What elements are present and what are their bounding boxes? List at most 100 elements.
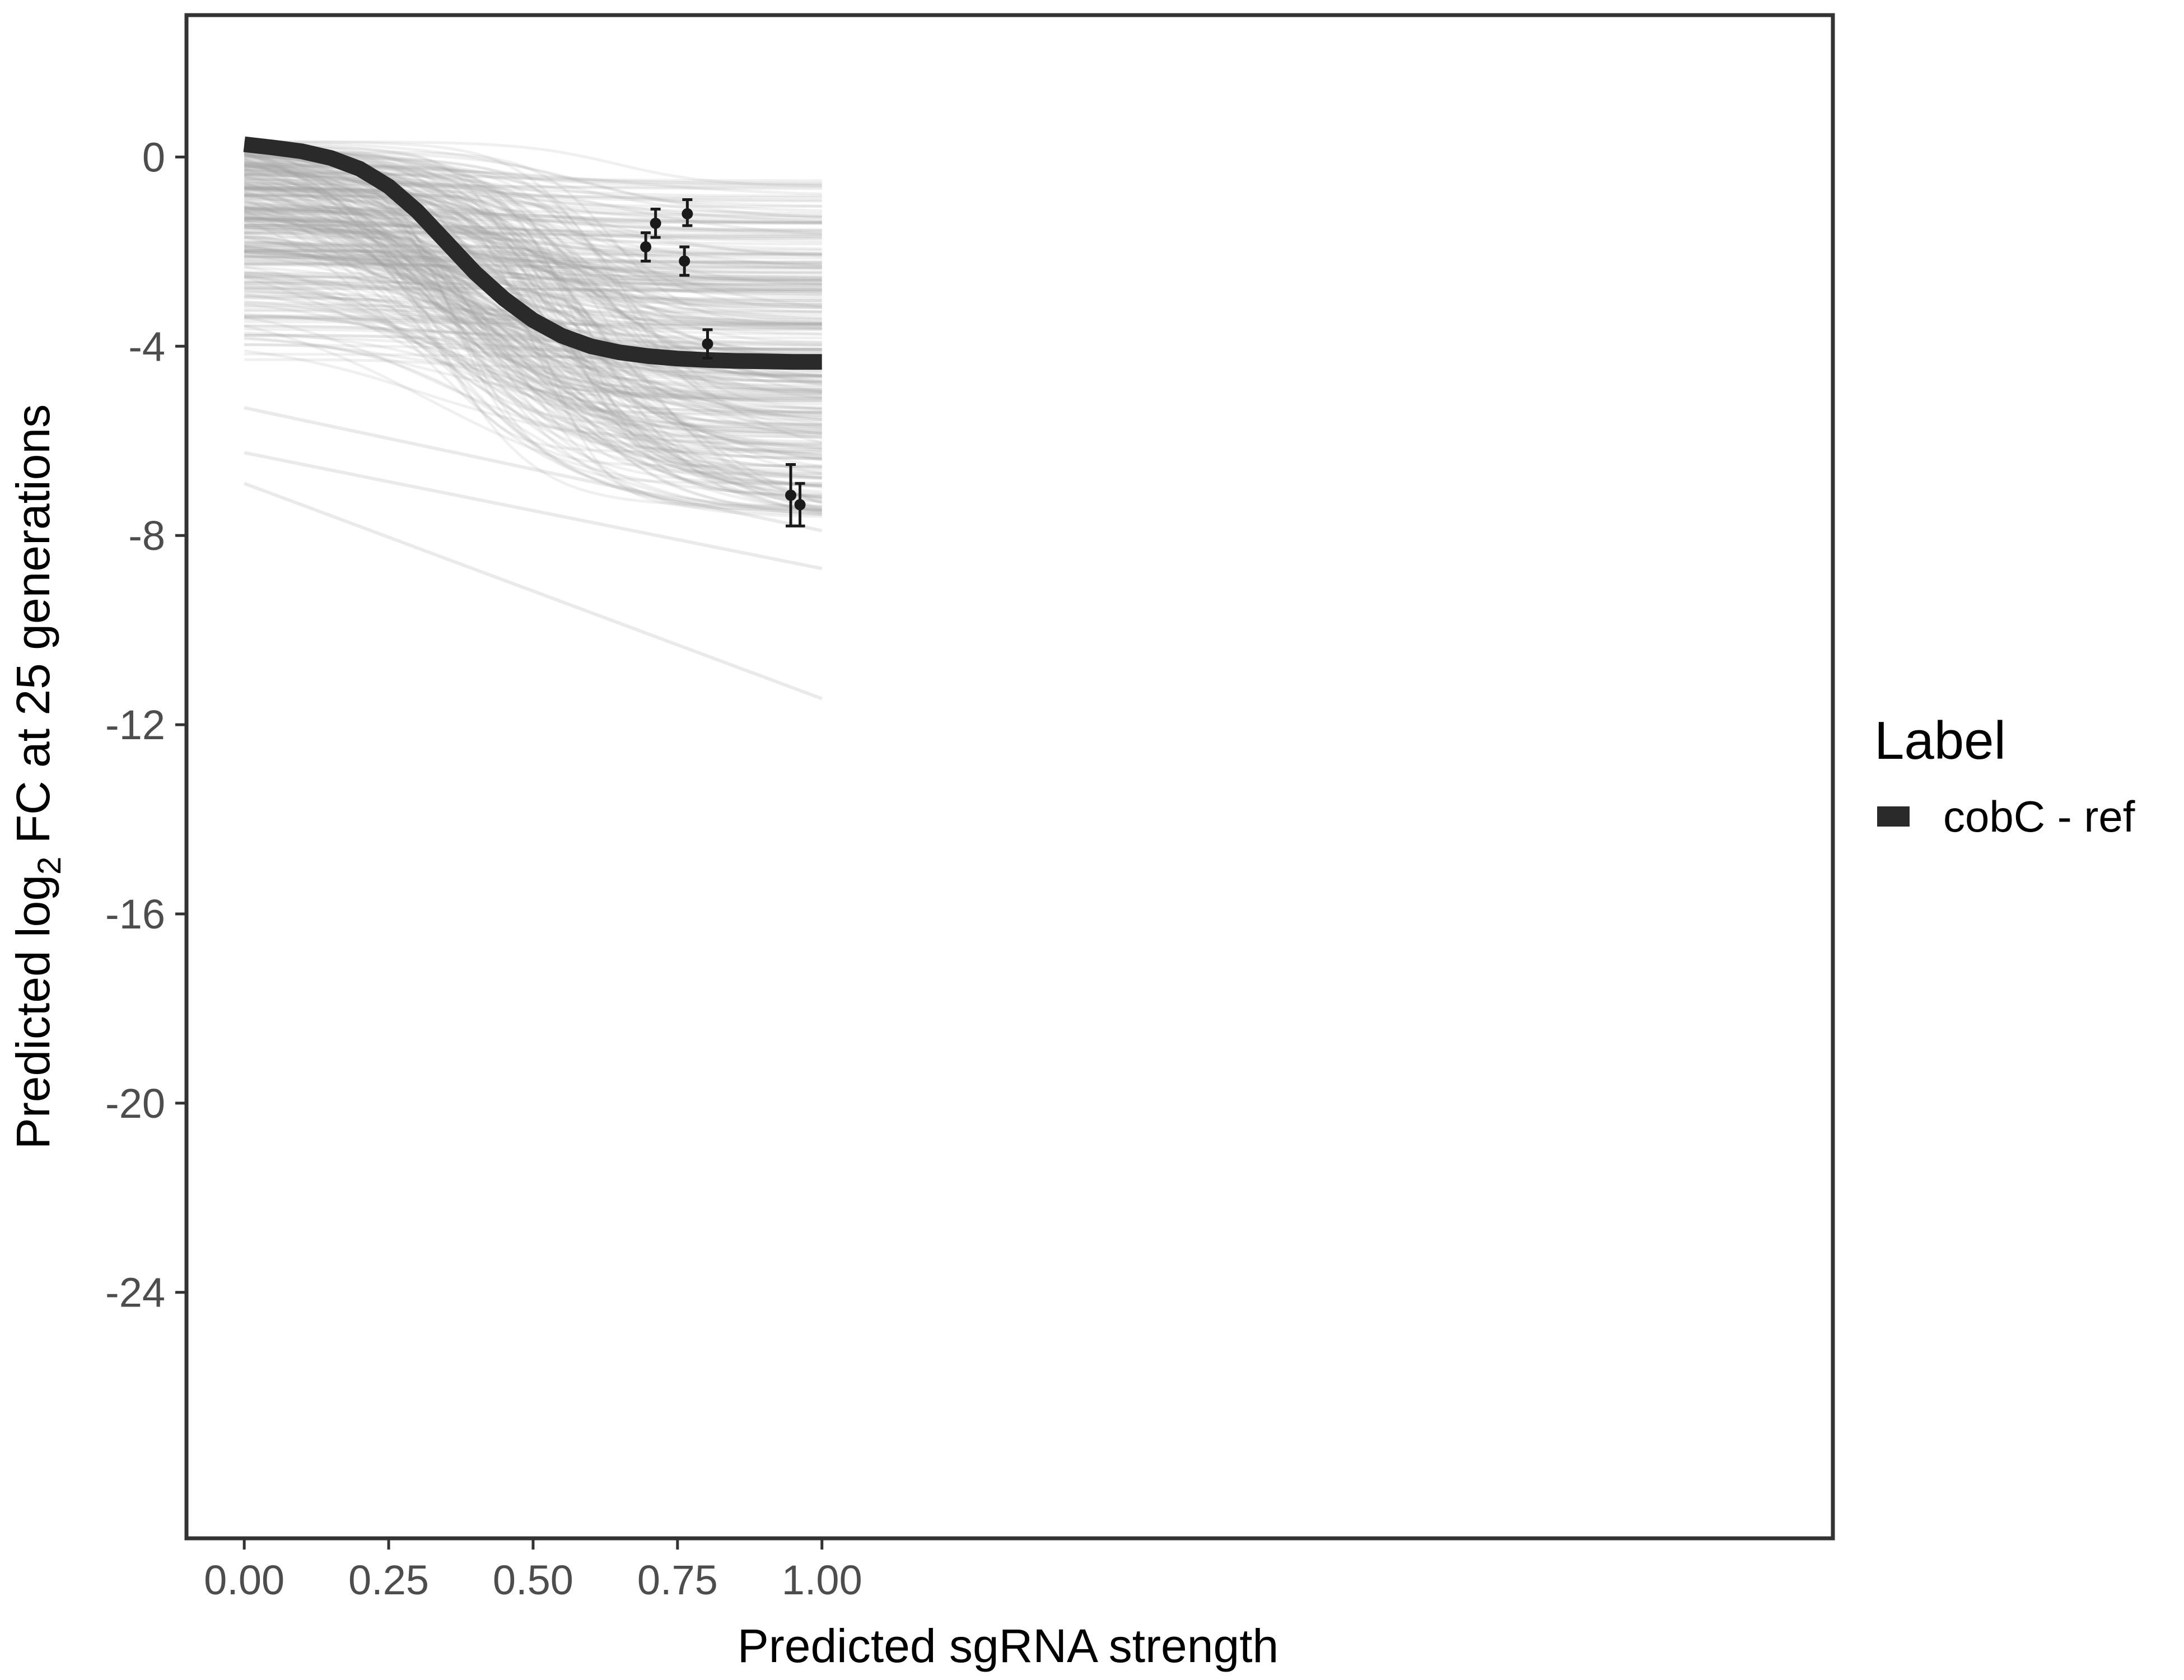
posterior-draw-line [244,217,822,399]
posterior-draw-line [244,216,822,300]
posterior-draw-line [244,209,822,454]
posterior-draw-line [244,165,822,270]
y-tick-label: -12 [105,702,165,748]
posterior-draw-line [244,288,822,459]
posterior-draw-line [244,282,822,302]
posterior-draw-line [244,245,822,360]
posterior-draw-line [244,324,822,351]
posterior-draw-line [244,207,822,285]
posterior-draw-line [244,251,822,289]
posterior-draw-line [244,328,822,347]
posterior-draw-line [244,195,822,511]
posterior-draw-line [244,184,822,376]
posterior-draw-line [244,199,822,385]
posterior-draw-line [244,191,822,313]
posterior-draw-line [244,259,822,391]
posterior-draw-line [244,193,822,325]
posterior-draw-line [244,168,823,512]
posterior-draw-line [244,254,822,457]
posterior-draw-line [244,244,822,309]
posterior-draw-line [244,263,822,280]
posterior-draw-line [244,162,822,485]
posterior-draw-line [244,149,822,208]
posterior-draw-line [244,186,822,512]
posterior-draw-line [244,223,822,256]
posterior-draw-line [244,174,822,189]
posterior-draw-line [244,273,822,302]
posterior-draw-line [244,224,822,410]
posterior-draw-line [244,249,822,326]
posterior-draw-line [244,208,822,234]
posterior-draw-line [244,175,822,516]
y-axis: 0 -4 -8 -12 -16 -20 -24 [105,134,186,1316]
posterior-draw-line [244,185,822,417]
posterior-draw-line [244,283,822,293]
posterior-draw-line [244,226,822,267]
posterior-draw-line [244,172,822,225]
posterior-draw-line [244,207,822,225]
posterior-draw-line [244,312,822,500]
posterior-draw-line [244,223,822,240]
posterior-draw-line [244,179,822,393]
posterior-draw-line [244,161,823,511]
posterior-draw-line [244,314,822,397]
posterior-draw-line [244,254,822,279]
posterior-draw-line [244,209,822,436]
posterior-draw-line [244,183,822,512]
posterior-draw-line [244,262,822,285]
posterior-draw-line [244,236,822,327]
posterior-draw-line [244,207,822,394]
y-axis-title-suffix: FC at 25 generations [7,404,59,857]
posterior-draw-line [244,309,822,427]
posterior-draw-outlier [244,482,823,701]
posterior-draw-line [244,188,822,268]
posterior-draw-line [244,209,822,403]
posterior-draw-line [244,197,822,461]
posterior-draw-line [244,184,822,198]
posterior-draw-line [244,324,822,352]
posterior-draw-line [244,258,822,263]
posterior-draw-line [244,232,822,290]
posterior-draw-line [244,283,822,473]
posterior-draw-line [244,244,822,269]
posterior-draw-line [244,334,822,344]
posterior-draw-line [244,184,822,518]
posterior-draw-line [244,165,822,433]
posterior-draw-line [244,286,822,329]
posterior-draw-line [244,270,822,439]
posterior-draw-line [244,151,822,212]
posterior-draw-line [244,171,822,186]
legend-key-cobc-ref [1877,806,1910,827]
posterior-draw-line [244,219,822,246]
posterior-draw-line [244,224,822,240]
posterior-draw-line [244,206,822,395]
posterior-draw-line [244,334,822,351]
posterior-draw-line [244,263,822,309]
posterior-draw-line [244,151,822,469]
data-point [702,328,713,360]
posterior-draw-line [244,167,822,417]
posterior-draw-line [244,249,822,256]
points-layer [640,198,806,528]
posterior-draw-line [244,225,822,499]
point-marker [679,255,690,267]
posterior-draw-line [244,141,822,219]
y-tick-label: -16 [105,891,165,937]
posterior-draw-line [244,217,822,237]
x-tick-label: 0.25 [348,1557,429,1603]
posterior-draw-line [244,180,822,414]
posterior-draw-line [244,223,822,291]
posterior-draw-line [244,241,822,279]
x-tick-label: 0.50 [493,1557,573,1603]
posterior-draw-line [244,219,822,232]
posterior-draw-line [244,315,822,426]
posterior-draw-line [244,200,822,286]
posterior-draw-line [244,173,822,470]
posterior-draw-line [244,272,822,282]
posterior-draw-outlier [244,451,823,571]
posterior-draw-line [244,217,822,325]
posterior-draw-line [244,286,822,431]
posterior-draw-line [244,337,822,512]
x-axis: 0.00 0.25 0.50 0.75 1.00 [204,1538,862,1603]
